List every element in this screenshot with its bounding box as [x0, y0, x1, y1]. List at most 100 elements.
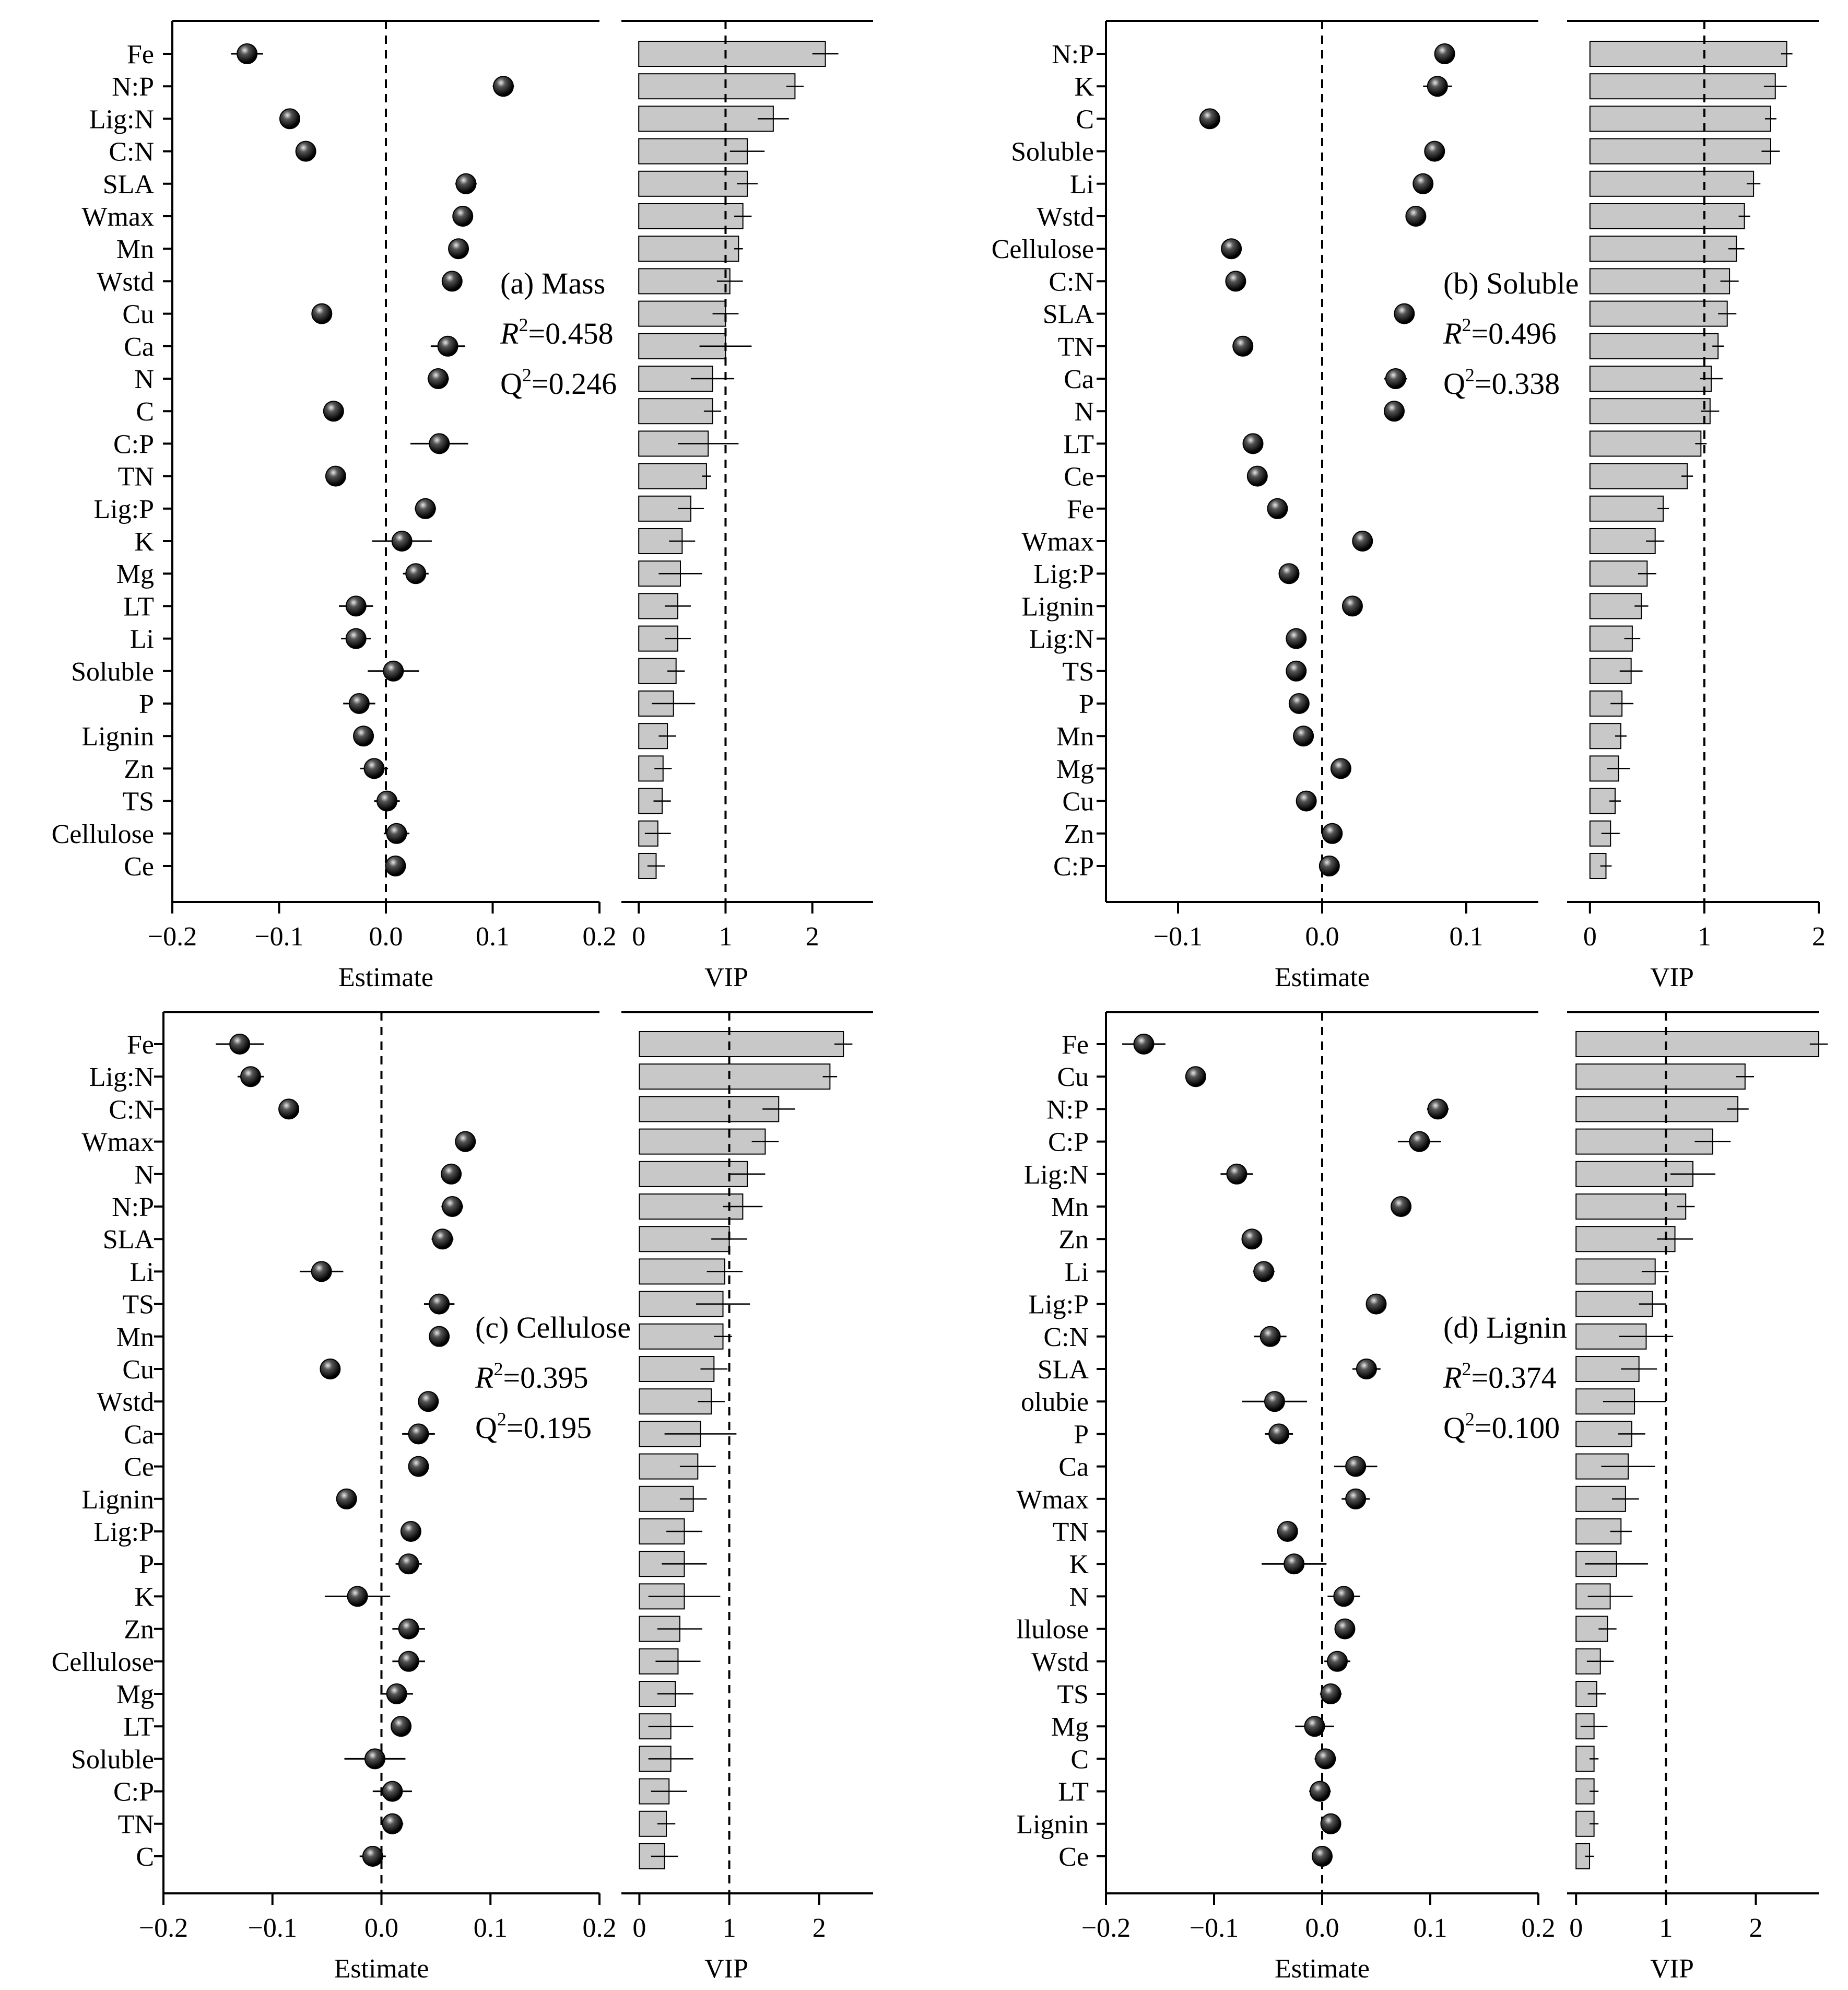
vip-tick-label: 1 [1698, 922, 1711, 952]
vip-bar [1589, 138, 1771, 165]
variable-label: Soluble [71, 1745, 154, 1774]
variable-label: Zn [1058, 1225, 1089, 1255]
estimate-point [1384, 401, 1405, 422]
vip-bar [1589, 593, 1642, 619]
q2-value: =0.100 [1475, 1411, 1560, 1445]
estimate-point [429, 1293, 450, 1315]
variable-label: Soluble [1011, 137, 1094, 167]
estimate-point [492, 76, 514, 97]
estimate-point [1253, 1261, 1275, 1282]
estimate-point [398, 1650, 419, 1672]
estimate-point [1312, 1846, 1333, 1867]
vip-bar [638, 41, 826, 67]
q2-annotation: Q2=0.338 [1443, 365, 1560, 401]
estimate-point [1320, 1683, 1341, 1704]
estimate-point [1322, 823, 1343, 844]
variable-label: K [1069, 1550, 1089, 1579]
variable-label: Ca [124, 332, 154, 362]
estimate-point [1424, 141, 1445, 162]
estimate-point [311, 303, 333, 324]
panel-label: (a) Mass [500, 266, 605, 300]
estimate-point [336, 1488, 357, 1509]
estimate-tick-label: 0.1 [1414, 1913, 1447, 1943]
panel-label: (d) Lignin [1443, 1310, 1567, 1344]
variable-label: Wmax [1016, 1485, 1089, 1515]
variable-label: N:P [1052, 40, 1094, 69]
variable-label: Mg [1056, 754, 1094, 784]
variable-label: C:N [109, 1095, 154, 1125]
estimate-tick-label: 0.0 [1305, 1913, 1339, 1943]
variable-label: TS [1057, 1680, 1089, 1710]
variable-label: Wstd [97, 267, 154, 297]
variable-label: Ca [1058, 1453, 1089, 1482]
estimate-point [345, 595, 367, 617]
vip-bar [638, 138, 748, 165]
estimate-point [1246, 465, 1268, 487]
estimate-point [1345, 1488, 1367, 1509]
estimate-point [405, 563, 427, 584]
vip-bar [1589, 430, 1702, 457]
estimate-point [386, 1683, 407, 1704]
estimate-point [362, 1846, 383, 1867]
estimate-point [1409, 1131, 1430, 1152]
variable-label: Lignin [1016, 1810, 1089, 1840]
r2-value: =0.496 [1471, 317, 1556, 350]
estimate-point [1293, 725, 1314, 747]
vip-bar [639, 1031, 844, 1057]
estimate-point [311, 1261, 332, 1282]
r2-value: =0.458 [528, 317, 613, 350]
vip-bar [1575, 1063, 1746, 1090]
estimate-point [382, 1781, 403, 1802]
variable-label: olubie [1021, 1387, 1089, 1417]
vip-tick-label: 0 [1583, 922, 1597, 952]
variable-label: SLA [103, 1225, 155, 1255]
variable-label: TS [1062, 657, 1094, 687]
variable-label: Wstd [97, 1387, 154, 1417]
variable-label: Cu [1062, 787, 1094, 817]
estimate-point [408, 1423, 429, 1445]
estimate-point [1345, 1456, 1367, 1477]
estimate-point [429, 1326, 450, 1347]
estimate-tick-label: −0.1 [254, 922, 303, 952]
variable-label: Lig:P [93, 495, 154, 524]
variable-label: C:P [113, 1777, 154, 1807]
panel-a: −0.2 −0.1 0.0 0.1 0.2 Estimate Fe N:PLig:NC:NSL… [52, 20, 873, 992]
estimate-point [1185, 1066, 1206, 1087]
vip-bar [1589, 73, 1776, 100]
variable-label: P [139, 689, 154, 719]
estimate-point [1296, 790, 1317, 812]
variable-label: Li [130, 625, 154, 654]
estimate-point [1356, 1359, 1377, 1379]
vip-bar [638, 73, 796, 100]
estimate-point [385, 856, 406, 876]
estimate-axis-label: Estimate [338, 963, 433, 992]
estimate-point [1242, 433, 1264, 454]
estimate-point [237, 43, 258, 64]
estimate-point [1385, 368, 1406, 389]
variable-label: Ce [1064, 462, 1094, 492]
variable-label: N [1069, 1582, 1089, 1612]
vip-bar [1575, 1193, 1687, 1220]
variable-label: SLA [103, 170, 155, 200]
vip-bar [639, 1096, 780, 1122]
vip-tick-label: 0 [632, 922, 645, 952]
variable-label: K [134, 1582, 154, 1612]
estimate-point [1286, 628, 1307, 649]
variable-label: LT [1063, 429, 1094, 459]
estimate-point [363, 758, 385, 779]
vip-tick-label: 2 [1812, 922, 1826, 952]
variable-label: Lig:P [93, 1517, 154, 1547]
q2-symbol: Q [500, 367, 522, 401]
q2-superscript: 2 [1465, 1409, 1475, 1430]
estimate-point [1326, 1650, 1348, 1672]
vip-bar [638, 106, 774, 132]
estimate-point [1277, 1521, 1298, 1542]
vip-bar [638, 268, 731, 295]
estimate-tick-label: −0.2 [1081, 1913, 1131, 1943]
estimate-point [1315, 1748, 1336, 1770]
vip-bar [638, 366, 713, 392]
variable-label: llulose [1016, 1615, 1089, 1645]
vip-bar [1589, 463, 1688, 489]
vip-axis-label: VIP [704, 963, 748, 992]
variable-label: Mg [116, 1680, 154, 1710]
